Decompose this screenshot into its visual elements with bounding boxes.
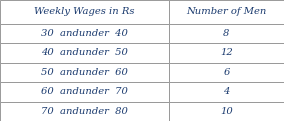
Bar — [169, 102, 284, 121]
Bar — [169, 82, 284, 102]
Bar — [0, 0, 169, 24]
Bar — [0, 24, 169, 43]
Bar — [169, 24, 284, 43]
Text: 50  andunder  60: 50 andunder 60 — [41, 68, 128, 77]
Text: Number of Men: Number of Men — [186, 7, 267, 16]
Bar — [169, 63, 284, 82]
Bar — [169, 0, 284, 24]
Bar — [0, 102, 169, 121]
Bar — [169, 43, 284, 63]
Text: 70  andunder  80: 70 andunder 80 — [41, 107, 128, 116]
Text: 12: 12 — [220, 48, 233, 57]
Text: 40  andunder  50: 40 andunder 50 — [41, 48, 128, 57]
Text: 6: 6 — [223, 68, 230, 77]
Bar — [0, 63, 169, 82]
Bar — [0, 43, 169, 63]
Text: 60  andunder  70: 60 andunder 70 — [41, 87, 128, 96]
Text: 4: 4 — [223, 87, 230, 96]
Text: 8: 8 — [223, 29, 230, 38]
Text: 30  andunder  40: 30 andunder 40 — [41, 29, 128, 38]
Text: 10: 10 — [220, 107, 233, 116]
Text: Weekly Wages in Rs: Weekly Wages in Rs — [34, 7, 135, 16]
Bar — [0, 82, 169, 102]
